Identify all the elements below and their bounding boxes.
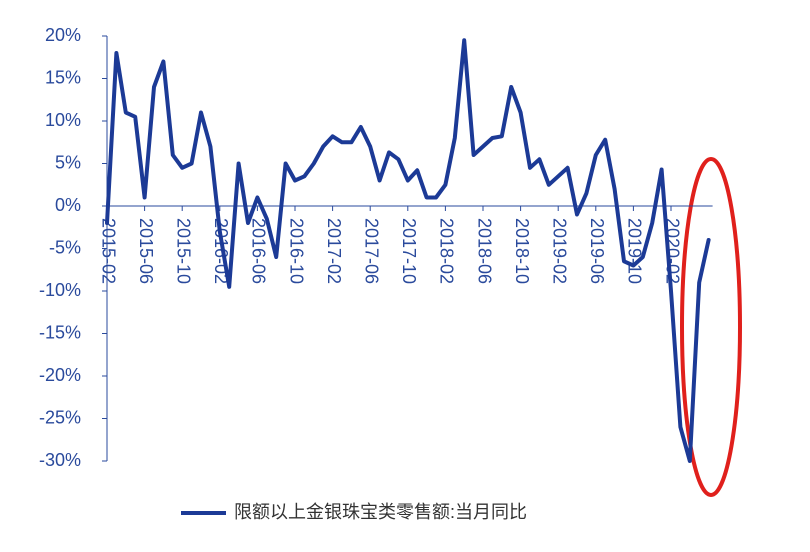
x-tick-label: 2018-10	[512, 218, 532, 284]
x-tick-label: 2015-10	[173, 218, 193, 284]
x-tick-label: 2018-02	[437, 218, 457, 284]
y-tick-label: -5%	[49, 237, 81, 257]
highlight-ellipse	[680, 157, 742, 497]
y-tick-label: 0%	[55, 195, 81, 215]
x-tick-label: 2018-06	[474, 218, 494, 284]
y-tick-label: -25%	[39, 407, 81, 427]
y-tick-label: -10%	[39, 280, 81, 300]
x-tick-label: 2017-02	[324, 218, 344, 284]
x-tick-label: 2019-10	[625, 218, 645, 284]
x-tick-label: 2019-06	[587, 218, 607, 284]
x-tick-label: 2016-06	[249, 218, 269, 284]
x-tick-label: 2017-06	[361, 218, 381, 284]
y-tick-label: 20%	[45, 25, 81, 45]
y-tick-label: 10%	[45, 110, 81, 130]
y-tick-label: -30%	[39, 450, 81, 470]
x-tick-label: 2016-10	[286, 218, 306, 284]
y-tick-label: 5%	[55, 152, 81, 172]
x-tick-label: 2017-10	[399, 218, 419, 284]
y-tick-label: -15%	[39, 322, 81, 342]
x-tick-label: 2015-02	[98, 218, 118, 284]
legend-label: 限额以上金银珠宝类零售额:当月同比	[234, 502, 527, 522]
y-tick-label: 15%	[45, 67, 81, 87]
x-tick-label: 2019-02	[549, 218, 569, 284]
y-tick-label: -20%	[39, 365, 81, 385]
series-line	[105, 38, 711, 463]
x-tick-label: 2015-06	[136, 218, 156, 284]
